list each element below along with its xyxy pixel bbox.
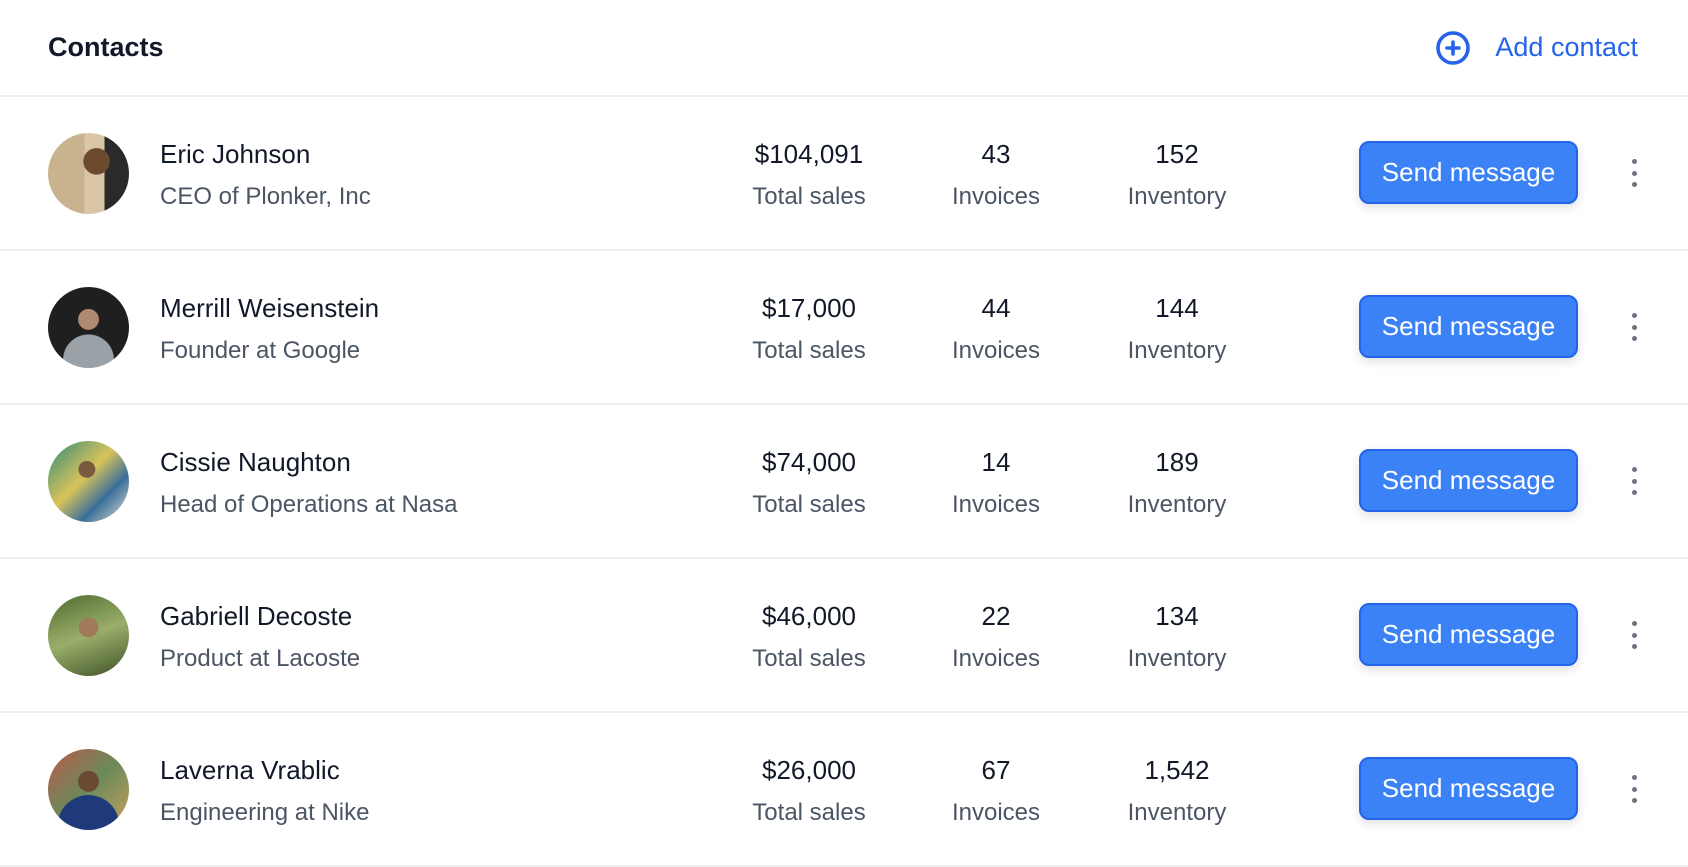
invoices-stat: 22 Invoices: [896, 599, 1096, 676]
total-sales-stat: $74,000 Total sales: [709, 445, 909, 522]
total-sales-label: Total sales: [752, 337, 866, 364]
invoices-stat: 43 Invoices: [896, 137, 1096, 214]
invoices-label: Invoices: [951, 337, 1041, 364]
total-sales-label: Total sales: [752, 491, 866, 518]
total-sales-label: Total sales: [752, 645, 866, 672]
send-message-button[interactable]: Send message: [1359, 295, 1578, 358]
more-options-icon[interactable]: [1622, 463, 1646, 499]
contact-info: Laverna Vrablic Engineering at Nike: [160, 753, 369, 830]
invoices-value: 22: [981, 601, 1011, 631]
contact-info: Gabriell Decoste Product at Lacoste: [160, 599, 360, 676]
inventory-value: 189: [1155, 447, 1199, 477]
contact-info: Merrill Weisenstein Founder at Google: [160, 291, 379, 368]
invoices-value: 44: [981, 293, 1011, 323]
inventory-stat: 152 Inventory: [1077, 137, 1277, 214]
invoices-value: 43: [981, 139, 1011, 169]
invoices-label: Invoices: [951, 645, 1041, 672]
total-sales-value: $46,000: [762, 601, 856, 631]
avatar: [48, 287, 129, 368]
more-options-icon[interactable]: [1622, 771, 1646, 807]
total-sales-value: $26,000: [762, 755, 856, 785]
contact-role: Product at Lacoste: [160, 645, 361, 672]
contact-role: Engineering at Nike: [160, 799, 370, 826]
contact-list: Eric Johnson CEO of Plonker, Inc $104,09…: [0, 97, 1688, 867]
inventory-stat: 134 Inventory: [1077, 599, 1277, 676]
invoices-label: Invoices: [951, 183, 1041, 210]
invoices-stat: 44 Invoices: [896, 291, 1096, 368]
contacts-header: Contacts Add contact: [0, 0, 1688, 97]
contact-info: Eric Johnson CEO of Plonker, Inc: [160, 137, 371, 214]
contact-name: Eric Johnson: [160, 139, 311, 169]
add-contact-button[interactable]: Add contact: [1435, 30, 1638, 66]
total-sales-label: Total sales: [752, 799, 866, 826]
more-options-icon[interactable]: [1622, 309, 1646, 345]
inventory-label: Inventory: [1127, 799, 1227, 826]
send-message-button[interactable]: Send message: [1359, 603, 1578, 666]
invoices-label: Invoices: [951, 799, 1041, 826]
inventory-stat: 189 Inventory: [1077, 445, 1277, 522]
inventory-value: 144: [1155, 293, 1199, 323]
total-sales-label: Total sales: [752, 183, 866, 210]
contact-name: Cissie Naughton: [160, 447, 351, 477]
avatar: [48, 441, 129, 522]
invoices-stat: 14 Invoices: [896, 445, 1096, 522]
inventory-stat: 1,542 Inventory: [1077, 753, 1277, 830]
inventory-value: 134: [1155, 601, 1199, 631]
total-sales-value: $74,000: [762, 447, 856, 477]
inventory-label: Inventory: [1127, 491, 1227, 518]
inventory-label: Inventory: [1127, 337, 1227, 364]
inventory-stat: 144 Inventory: [1077, 291, 1277, 368]
total-sales-value: $104,091: [754, 139, 864, 169]
total-sales-value: $17,000: [762, 293, 856, 323]
contact-role: Founder at Google: [160, 337, 361, 364]
invoices-stat: 67 Invoices: [896, 753, 1096, 830]
total-sales-stat: $26,000 Total sales: [709, 753, 909, 830]
plus-circle-icon: [1436, 30, 1471, 65]
contact-name: Merrill Weisenstein: [160, 293, 380, 323]
invoices-value: 67: [981, 755, 1011, 785]
invoices-value: 14: [981, 447, 1011, 477]
contact-row: Eric Johnson CEO of Plonker, Inc $104,09…: [0, 97, 1688, 251]
total-sales-stat: $46,000 Total sales: [709, 599, 909, 676]
send-message-button[interactable]: Send message: [1359, 757, 1578, 820]
send-message-button[interactable]: Send message: [1359, 449, 1578, 512]
page-title: Contacts: [48, 32, 164, 62]
add-contact-label: Add contact: [1495, 32, 1638, 62]
contact-row: Laverna Vrablic Engineering at Nike $26,…: [0, 713, 1688, 867]
send-message-button[interactable]: Send message: [1359, 141, 1578, 204]
contact-row: Merrill Weisenstein Founder at Google $1…: [0, 251, 1688, 405]
invoices-label: Invoices: [951, 491, 1041, 518]
avatar: [48, 133, 129, 214]
total-sales-stat: $17,000 Total sales: [709, 291, 909, 368]
contact-row: Cissie Naughton Head of Operations at Na…: [0, 405, 1688, 559]
inventory-label: Inventory: [1127, 183, 1227, 210]
contact-role: CEO of Plonker, Inc: [160, 183, 371, 210]
inventory-value: 152: [1155, 139, 1199, 169]
more-options-icon[interactable]: [1622, 617, 1646, 653]
contact-info: Cissie Naughton Head of Operations at Na…: [160, 445, 458, 522]
contact-name: Laverna Vrablic: [160, 755, 340, 785]
avatar: [48, 595, 129, 676]
avatar: [48, 749, 129, 830]
contact-name: Gabriell Decoste: [160, 601, 353, 631]
more-options-icon[interactable]: [1622, 155, 1646, 191]
contact-role: Head of Operations at Nasa: [160, 491, 458, 518]
contact-row: Gabriell Decoste Product at Lacoste $46,…: [0, 559, 1688, 713]
inventory-label: Inventory: [1127, 645, 1227, 672]
inventory-value: 1,542: [1144, 755, 1210, 785]
total-sales-stat: $104,091 Total sales: [709, 137, 909, 214]
